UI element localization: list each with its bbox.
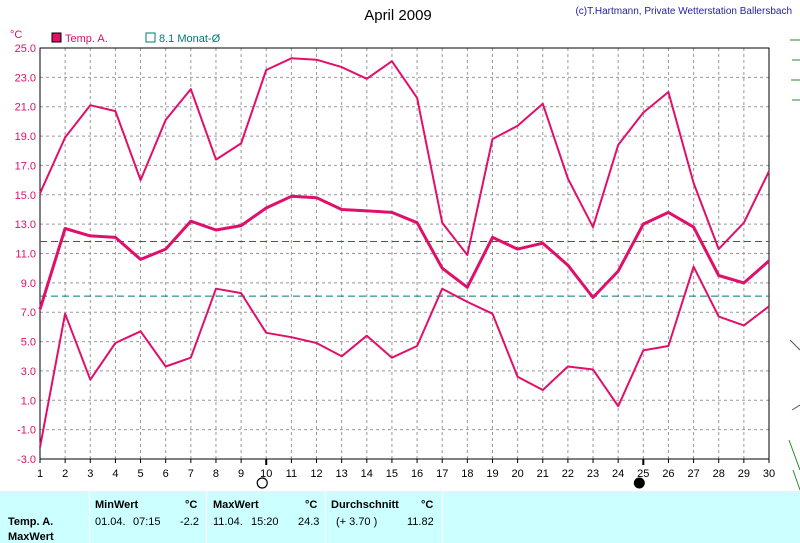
x-tick-label: 11 bbox=[286, 468, 297, 480]
stats-row-label: Temp. A. bbox=[8, 516, 54, 528]
y-tick-label: -3.0 bbox=[17, 454, 36, 466]
series-line-min bbox=[39, 265, 770, 448]
min-header: MinWert bbox=[95, 499, 139, 511]
y-tick-label: 5.0 bbox=[21, 337, 36, 349]
x-tick-label: 5 bbox=[137, 468, 143, 480]
reference-lines bbox=[40, 240, 769, 297]
empty-column bbox=[442, 491, 800, 543]
max-header: MaxWert bbox=[213, 499, 259, 511]
statistics-panel: Temp. A. MaxWert MinWert °C 01.04. 07:15… bbox=[0, 491, 800, 543]
legend: Temp. A. 8.1 Monat-Ø bbox=[51, 32, 221, 45]
right-edge-decor bbox=[788, 39, 800, 491]
min-value: -2.2 bbox=[180, 516, 199, 528]
min-column: MinWert °C 01.04. 07:15 -2.2 bbox=[89, 491, 206, 543]
x-tick-label: 21 bbox=[537, 468, 549, 480]
series-line-mean bbox=[38, 194, 770, 310]
temperature-chart: 25.023.021.019.017.015.013.011.09.07.05.… bbox=[10, 6, 800, 491]
legend-swatch-monthly-mean bbox=[145, 32, 156, 43]
x-tick-label: 17 bbox=[436, 468, 448, 480]
plot-frame bbox=[39, 47, 770, 460]
x-tick-label: 16 bbox=[411, 468, 423, 480]
y-tick-label: 17.0 bbox=[15, 160, 36, 172]
legend-swatch-temp bbox=[51, 32, 62, 43]
x-tick-label: 15 bbox=[386, 468, 398, 480]
y-tick-label: 25.0 bbox=[15, 43, 36, 55]
max-column: MaxWert °C 11.04. 15:20 24.3 bbox=[206, 491, 325, 543]
legend-label-temp: Temp. A. bbox=[65, 33, 108, 45]
y-tick-label: 15.0 bbox=[15, 190, 36, 202]
legend-label-monthly-mean: 8.1 Monat-Ø bbox=[159, 33, 221, 45]
x-tick-label: 8 bbox=[213, 468, 219, 480]
x-tick-label: 25 bbox=[637, 468, 649, 480]
x-tick-label: 12 bbox=[310, 468, 322, 480]
new-moon-icon bbox=[633, 477, 645, 489]
y-tick-label: 1.0 bbox=[21, 395, 36, 407]
x-tick-label: 18 bbox=[461, 468, 473, 480]
max-date: 11.04. bbox=[213, 516, 243, 528]
x-tick-label: 30 bbox=[763, 468, 775, 480]
x-tick-label: 14 bbox=[361, 468, 373, 480]
x-tick-label: 9 bbox=[238, 468, 244, 480]
average-header: Durchschnitt bbox=[331, 499, 399, 511]
average-unit: °C bbox=[421, 499, 434, 511]
y-tick-label: 11.0 bbox=[15, 249, 36, 261]
x-tick-label: 28 bbox=[713, 468, 725, 480]
x-tick-label: 10 bbox=[260, 468, 272, 480]
average-column: Durchschnitt °C (+ 3.70 ) 11.82 bbox=[325, 491, 442, 543]
y-axis-unit: °C bbox=[10, 29, 22, 41]
y-tick-label: 19.0 bbox=[15, 131, 36, 143]
x-tick-label: 22 bbox=[562, 468, 574, 480]
y-tick-label: -1.0 bbox=[17, 425, 36, 437]
chart-grid bbox=[40, 48, 769, 459]
x-tick-label: 3 bbox=[87, 468, 93, 480]
x-tick-label: 19 bbox=[486, 468, 498, 480]
x-axis-ticks: 1 2 3 4 5 6 7 8 9 10 11 12 13 14 15 16 17 18 19 20 21 22 23 24 2… bbox=[37, 459, 775, 480]
max-time: 15:20 bbox=[251, 516, 279, 528]
y-tick-label: 23.0 bbox=[15, 72, 36, 84]
x-tick-label: 1 bbox=[37, 468, 43, 480]
y-tick-label: 7.0 bbox=[21, 307, 36, 319]
credit-text: (c)T.Hartmann, Private Wetterstation Bal… bbox=[575, 6, 792, 17]
moon-phase-markers bbox=[256, 459, 645, 489]
y-axis-ticks: 25.0 23.0 21.0 19.0 17.0 15.0 13.0 11.0 9.0 7.0 5.… bbox=[15, 43, 36, 466]
x-tick-label: 20 bbox=[511, 468, 523, 480]
min-time: 07:15 bbox=[133, 516, 161, 528]
x-tick-label: 26 bbox=[662, 468, 674, 480]
x-tick-label: 27 bbox=[687, 468, 699, 480]
x-tick-label: 29 bbox=[738, 468, 750, 480]
chart-title: April 2009 bbox=[364, 7, 432, 24]
x-tick-label: 7 bbox=[188, 468, 194, 480]
x-tick-label: 24 bbox=[612, 468, 624, 480]
y-tick-label: 13.0 bbox=[15, 219, 36, 231]
min-date: 01.04. bbox=[95, 516, 126, 528]
max-unit: °C bbox=[305, 499, 318, 511]
average-delta: (+ 3.70 ) bbox=[336, 516, 378, 528]
series-layer bbox=[38, 57, 770, 448]
min-unit: °C bbox=[185, 499, 198, 511]
max-value: 24.3 bbox=[298, 516, 320, 528]
x-tick-label: 23 bbox=[587, 468, 599, 480]
stats-row-label-2: MaxWert bbox=[8, 531, 54, 543]
x-tick-label: 4 bbox=[112, 468, 118, 480]
x-tick-label: 2 bbox=[62, 468, 68, 480]
x-tick-label: 6 bbox=[163, 468, 169, 480]
y-tick-label: 3.0 bbox=[21, 366, 36, 378]
y-tick-label: 9.0 bbox=[21, 278, 36, 290]
series-line-max bbox=[39, 57, 770, 256]
full-moon-icon bbox=[256, 477, 268, 489]
y-tick-label: 21.0 bbox=[15, 102, 36, 114]
x-tick-label: 13 bbox=[336, 468, 348, 480]
average-value: 11.82 bbox=[407, 516, 434, 528]
